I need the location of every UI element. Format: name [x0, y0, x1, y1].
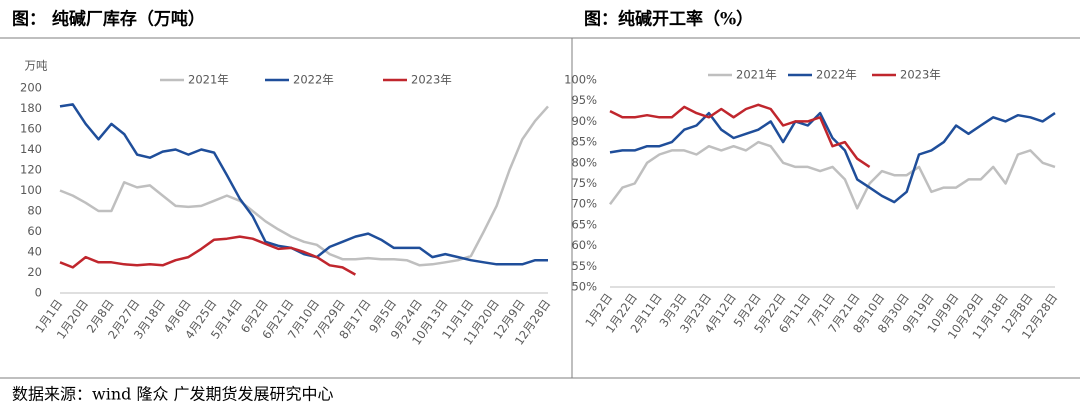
y-tick-label: 75% [571, 176, 597, 190]
y-tick-label: 60 [27, 224, 42, 238]
source-note: 数据来源：wind 隆众 广发期货发展研究中心 [12, 385, 334, 404]
legend-label: 2023年 [900, 68, 941, 82]
y-tick-label: 200 [20, 81, 42, 95]
y-tick-label: 20 [27, 265, 42, 279]
y-tick-label: 50% [571, 280, 597, 294]
y-tick-label: 55% [571, 259, 597, 273]
chart-title: 图：纯碱开工率（%） [584, 9, 753, 30]
legend-label: 2022年 [816, 68, 857, 82]
series-line [59, 235, 357, 276]
legend-label: 2021年 [736, 68, 777, 82]
y-tick-label: 0 [35, 286, 42, 300]
y-tick-label: 160 [20, 122, 42, 136]
y-tick-label: 70% [571, 197, 597, 211]
chart-title: 图： 纯碱厂库存（万吨） [12, 9, 205, 30]
legend-label: 2023年 [411, 73, 452, 87]
y-tick-label: 65% [571, 217, 597, 231]
y-tick-label: 100% [564, 73, 597, 87]
y-tick-label: 140 [20, 142, 42, 156]
series-line [609, 103, 871, 168]
y-tick-label: 80 [27, 204, 42, 218]
series-line [59, 105, 549, 267]
y-tick-label: 100 [20, 183, 42, 197]
legend-label: 2022年 [293, 73, 334, 87]
series-line [608, 140, 1056, 210]
y-axis-label: 万吨 [25, 59, 48, 73]
y-tick-label: 90% [571, 114, 597, 128]
legend-label: 2021年 [188, 73, 229, 87]
series-line [609, 111, 1056, 204]
y-tick-label: 40 [27, 245, 42, 259]
series-line [59, 103, 548, 266]
y-tick-label: 95% [571, 93, 597, 107]
y-tick-label: 60% [571, 238, 597, 252]
y-tick-label: 85% [571, 135, 597, 149]
y-tick-label: 120 [20, 163, 42, 177]
y-tick-label: 80% [571, 155, 597, 169]
y-tick-label: 180 [20, 101, 42, 115]
